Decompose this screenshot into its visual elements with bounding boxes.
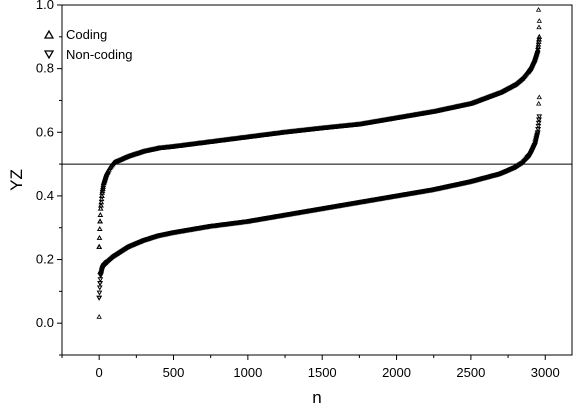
x-axis: 0 500 1000 1500 2000 2500 3000: [61, 355, 560, 380]
series-coding: [96, 33, 543, 249]
x-tick-label: 3000: [531, 365, 560, 380]
data-point: [104, 259, 111, 265]
data-point: [96, 243, 103, 249]
series-noncoding: [96, 114, 543, 301]
outlier-point: [536, 24, 542, 30]
data-point: [96, 285, 103, 291]
data-point: [97, 211, 104, 217]
data-point: [97, 205, 104, 211]
series-layer: [96, 6, 543, 319]
data-point: [535, 38, 542, 44]
data-point: [535, 43, 541, 49]
data-point: [536, 36, 542, 42]
data-point: [98, 202, 104, 208]
data-point: [534, 46, 541, 52]
legend-item-noncoding: Non-coding: [43, 47, 133, 62]
data-point: [97, 281, 103, 287]
data-point: [536, 114, 543, 120]
data-point: [96, 295, 103, 301]
data-point: [97, 218, 103, 224]
x-axis-title: n: [312, 388, 321, 407]
y-tick-label: 0.8: [36, 61, 54, 76]
x-tick-label: 2000: [382, 365, 411, 380]
data-point: [96, 225, 103, 231]
data-point: [96, 234, 103, 240]
outlier-point: [96, 314, 102, 319]
y-axis: 0.0 0.2 0.4 0.6 0.8 1.0: [36, 0, 62, 356]
y-tick-label: 1.0: [36, 0, 54, 12]
plot-frame: [61, 4, 573, 356]
data-point: [536, 33, 543, 39]
data-point: [97, 277, 104, 283]
x-tick-label: 2500: [456, 365, 485, 380]
x-tick-label: 0: [96, 365, 103, 380]
outlier-point: [536, 18, 542, 23]
x-tick-label: 500: [163, 365, 185, 380]
data-point: [98, 196, 105, 202]
data-point: [535, 41, 542, 47]
outlier-point: [97, 269, 103, 275]
data-point: [96, 290, 103, 296]
legend-label-coding: Coding: [66, 27, 107, 42]
y-tick-label: 0.2: [36, 252, 54, 267]
data-point: [98, 192, 105, 198]
outlier-point: [536, 94, 542, 100]
legend-label-noncoding: Non-coding: [66, 47, 133, 62]
outlier-point: [535, 6, 542, 12]
triangle-up-icon: [43, 29, 55, 39]
y-tick-label: 0.4: [36, 188, 54, 203]
legend: Coding Non-coding: [43, 27, 133, 62]
legend-item-coding: Coding: [43, 27, 107, 42]
y-axis-title: YZ: [7, 169, 26, 191]
plot-area: [61, 4, 573, 356]
y-tick-label: 0.6: [36, 124, 54, 139]
data-point: [104, 168, 111, 174]
outlier-points: [96, 6, 542, 319]
y-tick-label: 0.0: [36, 315, 54, 330]
outlier-point: [536, 100, 542, 106]
triangle-down-icon: [43, 50, 55, 60]
x-tick-label: 1500: [308, 365, 337, 380]
x-tick-label: 1000: [233, 365, 262, 380]
data-point: [98, 199, 105, 205]
